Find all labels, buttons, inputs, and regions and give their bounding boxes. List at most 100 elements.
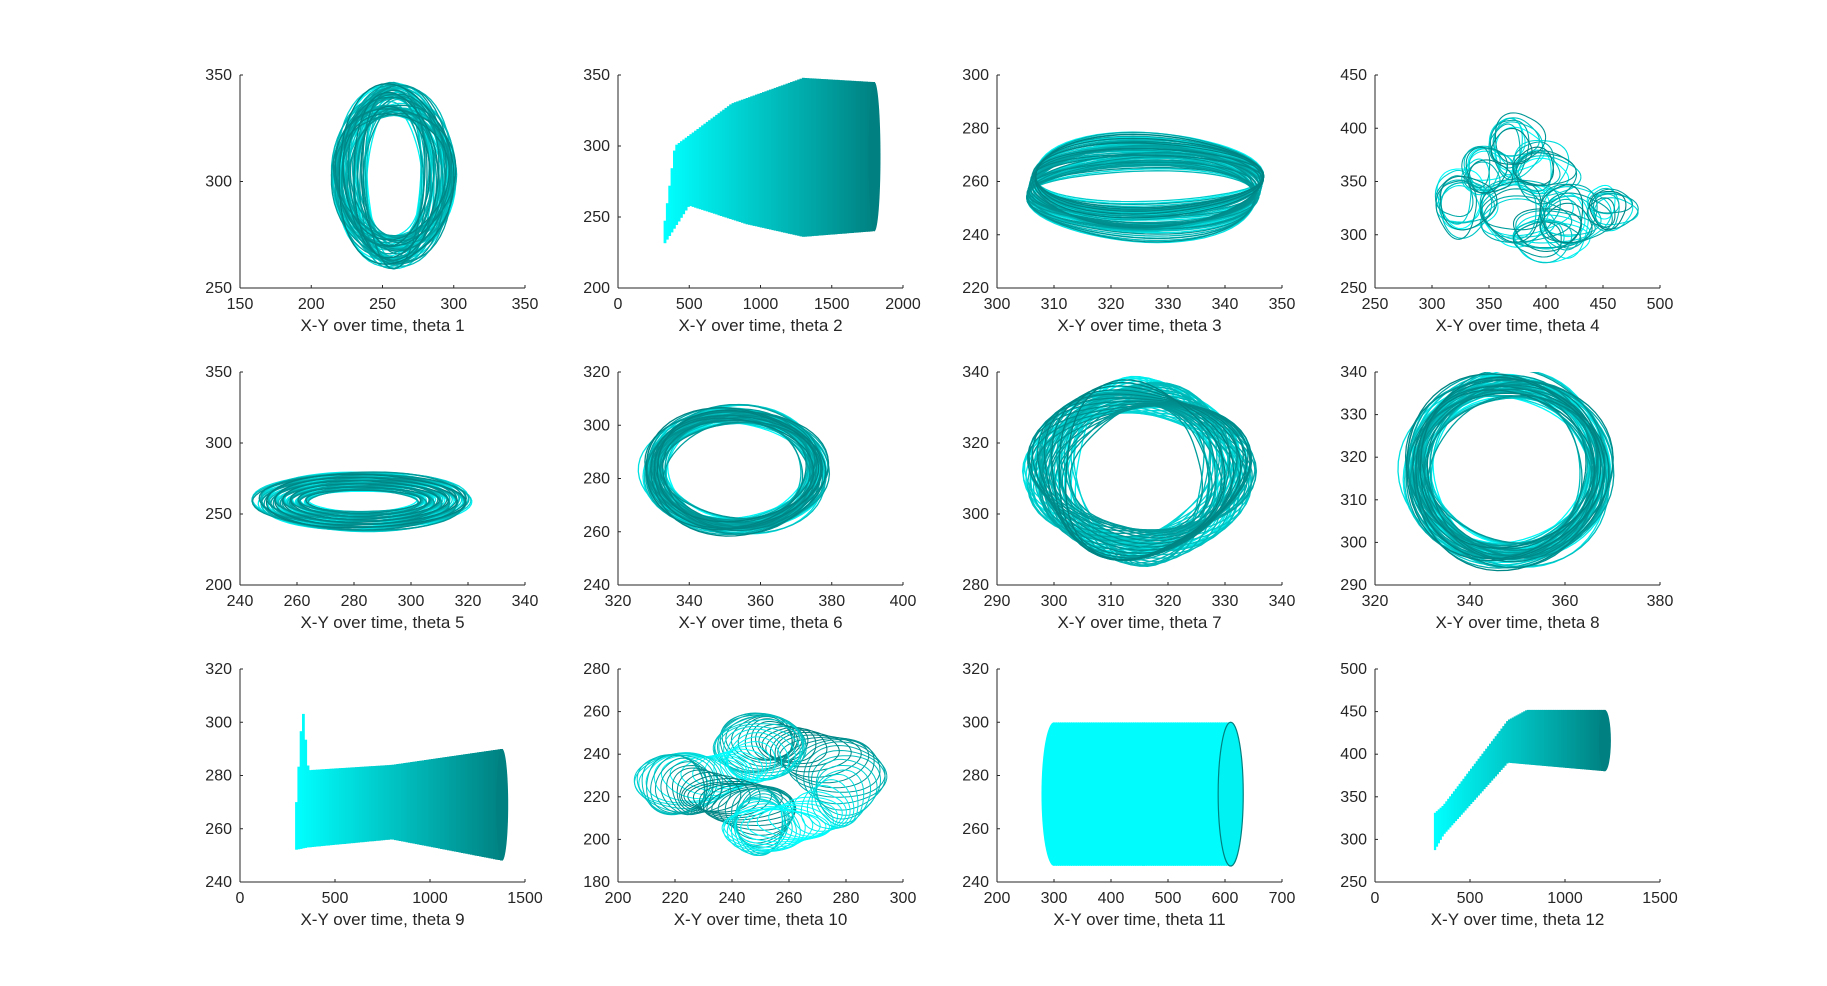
band-segment [773,87,777,231]
y-tick-label: 300 [1340,534,1367,551]
y-tick-label: 250 [583,209,610,226]
y-tick-label: 300 [1340,831,1367,848]
band-segment [1519,713,1522,764]
trajectory-line [717,787,796,836]
band-segment [325,769,328,846]
band-segment [1470,768,1473,804]
trajectory-line [1033,147,1264,210]
band-segment [1563,709,1566,768]
band-segment [384,765,388,840]
y-tick-label: 240 [962,874,989,891]
band-segment [1449,796,1452,828]
band-segment [405,762,409,843]
band-segment [1517,714,1520,764]
y-tick-label: 300 [205,714,232,731]
band-segment [766,90,770,230]
y-tick-label: 340 [1340,364,1367,381]
band-end-cap [496,748,509,861]
band-segment [380,765,383,841]
band-segment [818,78,822,236]
band-segment [407,762,411,843]
x-axis-label: X-Y over time, theta 10 [674,910,848,929]
trajectory-series [251,471,473,533]
trajectory-line [679,772,742,812]
trajectory-line [1592,192,1639,230]
x-tick-label: 240 [227,593,254,610]
y-tick-label: 300 [962,714,989,731]
y-tick-label: 300 [205,435,232,452]
x-tick-label: 380 [818,593,845,610]
trajectory-line [1406,373,1605,562]
y-tick-label: 220 [962,280,989,297]
band-segment [811,78,814,237]
y-tick-label: 260 [962,174,989,191]
band-segment [327,768,331,846]
band-segment [825,79,829,235]
band-segment [745,98,749,225]
band-segment [302,713,305,849]
trajectory-line [1590,188,1633,214]
band-segment [1565,709,1568,768]
y-tick-label: 240 [205,874,232,891]
subplot-2: 0 500 1000 1500 2000 200 250 300 350 X-Y over tim… [583,67,921,335]
band-segment [1435,811,1439,847]
band-segment [1555,709,1558,767]
trajectory-line [721,806,806,852]
band-segment [1489,743,1492,783]
y-tick-label: 350 [583,67,610,84]
band-segment [318,769,321,847]
y-tick-label: 240 [962,227,989,244]
trajectory-line [360,105,431,247]
x-tick-label: 310 [1098,593,1125,610]
band-segment [1584,709,1587,770]
x-axis-label: X-Y over time, theta 5 [300,613,464,632]
x-tick-label: 300 [440,296,467,313]
trajectory-line [362,89,426,270]
band-segment [1490,741,1494,781]
band-segment [1502,726,1505,768]
x-tick-label: 360 [747,593,774,610]
y-tick-label: 180 [583,874,610,891]
trajectory-series [663,77,881,244]
band-segment [322,769,326,846]
band-segment [841,80,845,234]
band-segment [794,80,798,236]
band-segment [1536,709,1539,766]
y-tick-label: 200 [205,577,232,594]
band-segment [783,84,786,233]
trajectory-line [1539,202,1593,243]
x-tick-label: 320 [605,593,632,610]
trajectory-line [687,781,773,817]
y-tick-label: 200 [583,280,610,297]
x-tick-label: 0 [236,890,245,907]
band-segment [764,91,768,229]
trajectory-line [1467,159,1514,194]
trajectory-line [347,93,440,265]
trajectory-line [1435,175,1474,218]
band-segment [860,81,864,233]
band-segment [682,139,686,215]
y-tick-label: 450 [1340,704,1367,721]
x-tick-label: 350 [1269,296,1296,313]
trajectory-line [260,474,458,528]
band-segment [375,765,379,841]
y-tick-label: 400 [1340,746,1367,763]
x-axis-label: X-Y over time, theta 7 [1057,613,1221,632]
y-tick-label: 280 [583,471,610,488]
x-tick-label: 360 [1552,593,1579,610]
subplot-5: 240 260 280 300 320 340 200 250 300 350 X-Y over t… [205,364,538,632]
band-segment [769,89,772,230]
band-segment [1521,712,1524,764]
band-segment [465,754,469,854]
band-segment [1568,709,1572,769]
band-segment [677,143,681,222]
band-segment [1572,709,1575,769]
x-tick-label: 500 [322,890,349,907]
trajectory-line [761,726,817,763]
band-segment [1487,746,1490,785]
x-tick-label: 290 [984,593,1011,610]
x-tick-label: 250 [1362,296,1389,313]
band-segment [357,767,360,843]
x-tick-label: 320 [1362,593,1389,610]
band-segment [846,80,850,234]
